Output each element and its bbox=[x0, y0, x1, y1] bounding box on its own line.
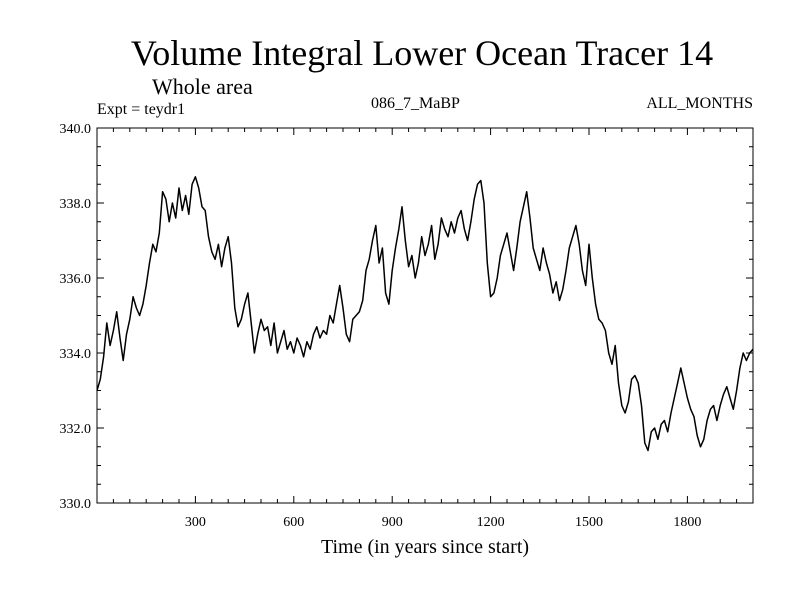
y-tick-label: 332.0 bbox=[60, 422, 92, 437]
series-line bbox=[96, 176, 754, 452]
months-label: ALL_MONTHS bbox=[646, 95, 753, 112]
y-tick-label: 334.0 bbox=[60, 347, 92, 362]
x-axis-label: Time (in years since start) bbox=[320, 536, 530, 558]
plot-frame bbox=[96, 127, 754, 504]
x-tick-label: 900 bbox=[382, 515, 403, 530]
x-tick-label: 600 bbox=[283, 515, 304, 530]
run-label: 086_7_MaBP bbox=[371, 95, 460, 112]
y-axis: 330.0 332.0 334.0 336.0 338.0 340.0 bbox=[60, 122, 753, 512]
y-tick-label: 336.0 bbox=[60, 272, 92, 287]
x-tick-label: 1200 bbox=[477, 515, 505, 530]
x-tick-label: 1500 bbox=[575, 515, 603, 530]
y-tick-label: 338.0 bbox=[60, 197, 92, 212]
chart-title: Volume Integral Lower Ocean Tracer 14 bbox=[130, 33, 714, 73]
chart-subtitle: Whole area bbox=[152, 74, 253, 99]
x-tick-label: 300 bbox=[185, 515, 206, 530]
y-tick-label: 340.0 bbox=[60, 122, 92, 137]
experiment-label: Expt = teydr1 bbox=[97, 101, 186, 118]
x-tick-label: 1800 bbox=[673, 515, 701, 530]
y-tick-label: 330.0 bbox=[60, 497, 92, 512]
x-axis: 300 600 900 1200 1500 1800 bbox=[112, 128, 738, 530]
